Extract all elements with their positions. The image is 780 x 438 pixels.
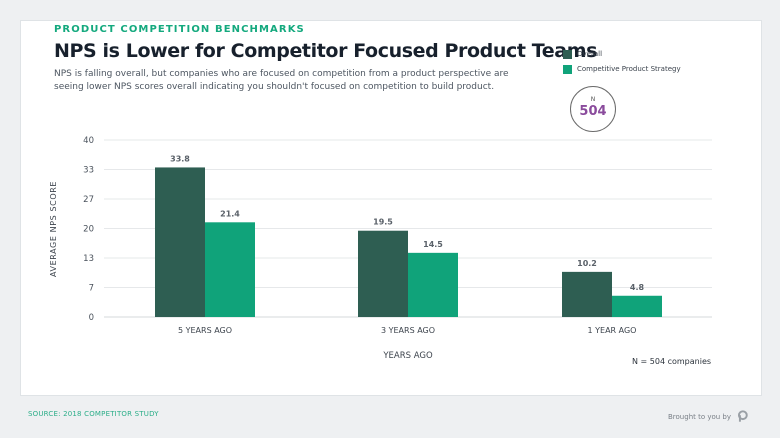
sample-size-badge: N 504 — [570, 86, 616, 132]
bar — [358, 230, 408, 317]
sample-size-letter: N — [590, 96, 596, 103]
legend-item-competitive: Competitive Product Strategy — [563, 63, 681, 75]
legend-label-competitive: Competitive Product Strategy — [577, 65, 681, 73]
bar — [408, 252, 458, 317]
brand-logo-icon — [738, 410, 748, 422]
sample-note: N = 504 companies — [632, 357, 712, 366]
x-tick-label: 1 YEAR AGO — [588, 326, 637, 335]
legend-swatch-overall — [563, 49, 572, 59]
bar — [155, 167, 205, 317]
sample-size-value: 504 — [579, 104, 607, 119]
eyebrow-label: PRODUCT COMPETITION BENCHMARKS — [54, 24, 305, 35]
brought-by-label: Brought to you by — [668, 412, 732, 421]
bar-value-label: 4.8 — [630, 283, 645, 292]
page-title: NPS is Lower for Competitor Focused Prod… — [54, 40, 597, 62]
chart-legend: Overall Competitive Product Strategy — [563, 48, 681, 78]
bar-value-label: 10.2 — [577, 259, 597, 268]
bar — [562, 271, 612, 317]
y-tick-label: 7 — [89, 283, 94, 293]
y-tick-label: 33 — [83, 166, 94, 176]
x-axis-title: YEARS AGO — [382, 351, 433, 361]
y-tick-label: 20 — [83, 225, 94, 235]
bar — [205, 222, 255, 317]
bar — [612, 295, 662, 317]
page-subtitle: NPS is falling overall, but companies wh… — [54, 69, 509, 92]
bar-value-label: 21.4 — [220, 209, 240, 218]
legend-label-overall: Overall — [577, 50, 603, 58]
bar-value-label: 33.8 — [170, 154, 190, 163]
y-tick-label: 27 — [83, 195, 94, 205]
brought-by: Brought to you by — [668, 410, 750, 423]
chart-card — [20, 20, 762, 396]
x-tick-label: 5 YEARS AGO — [178, 326, 232, 335]
source-note: SOURCE: 2018 COMPETITOR STUDY — [28, 410, 159, 418]
y-tick-label: 0 — [89, 313, 94, 323]
bar-value-label: 19.5 — [373, 218, 393, 227]
x-tick-label: 3 YEARS AGO — [381, 326, 435, 335]
legend-item-overall: Overall — [563, 48, 681, 60]
y-tick-label: 13 — [83, 254, 94, 264]
y-tick-label: 40 — [83, 136, 94, 146]
y-axis-title: AVERAGE NPS SCORE — [49, 181, 58, 277]
legend-swatch-competitive — [563, 64, 572, 74]
bar-value-label: 14.5 — [423, 240, 443, 249]
